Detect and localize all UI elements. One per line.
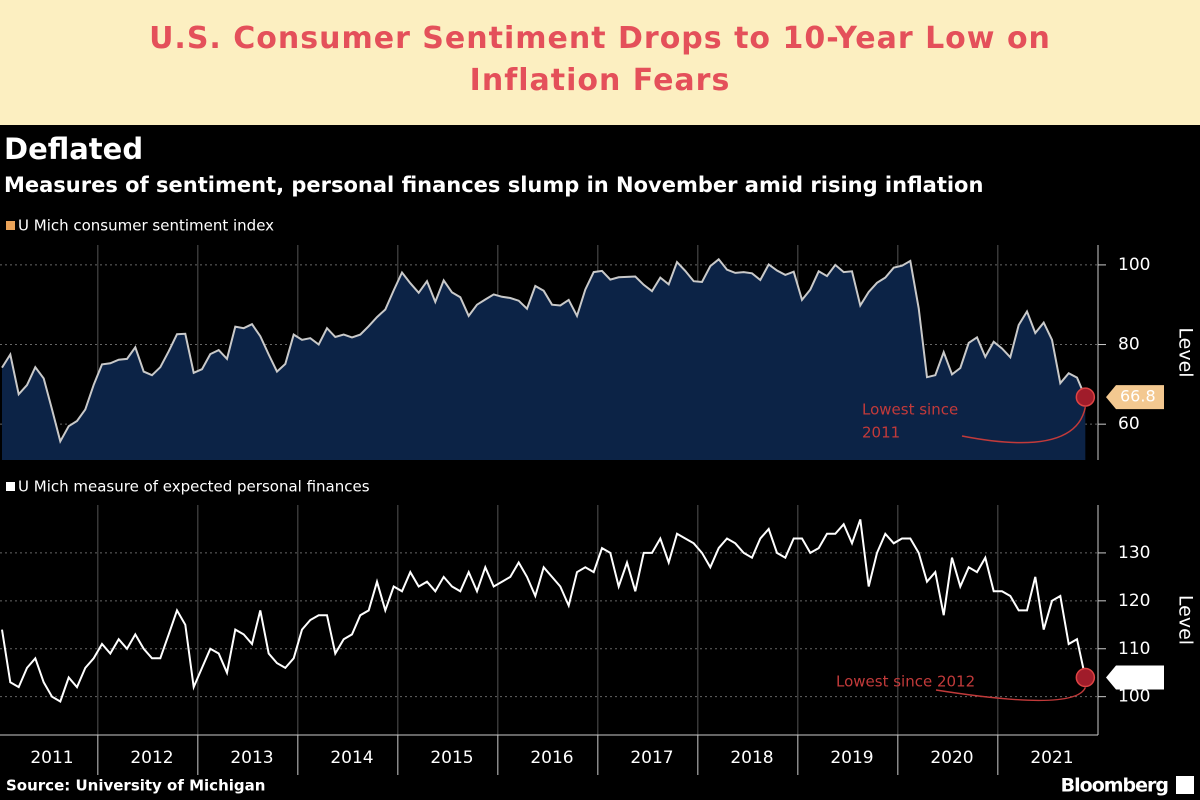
y-tick-label: 100 (1118, 255, 1150, 275)
y-tick-label: 80 (1118, 335, 1140, 355)
highlight-point (1075, 387, 1096, 407)
y-axis-label: Level (1175, 327, 1197, 377)
line (1, 519, 1087, 703)
annotation: Lowest since (862, 401, 958, 419)
x-tick-label: 2017 (630, 748, 673, 768)
annotation-arrow (961, 406, 1087, 444)
x-tick-label: 2015 (430, 748, 473, 768)
x-tick-label: 2014 (330, 748, 373, 768)
legend-label: U Mich consumer sentiment index (18, 217, 274, 235)
callout-box (1106, 665, 1164, 690)
callout-label: 66.8 (1120, 387, 1156, 406)
y-tick-label: 60 (1118, 414, 1140, 434)
x-tick-label: 2012 (130, 748, 173, 768)
y-axis-label: Level (1175, 595, 1197, 645)
annotation: Lowest since 2012 (836, 673, 975, 691)
area (2, 259, 1086, 460)
callout-box (1106, 385, 1164, 410)
chart-title: Deflated (4, 132, 143, 166)
highlight-point (1075, 667, 1096, 688)
x-tick-label: 2013 (230, 748, 273, 768)
y-tick-label: 120 (1118, 591, 1150, 611)
annotation-arrow (935, 687, 1087, 702)
x-tick-label: 2021 (1030, 748, 1073, 768)
line (1, 257, 1087, 444)
legend-swatch (6, 482, 15, 491)
x-tick-label: 2016 (530, 748, 573, 768)
x-tick-label: 2011 (30, 748, 73, 768)
chart: Deflated Measures of sentiment, personal… (0, 132, 1197, 797)
legend-swatch (6, 221, 15, 230)
x-tick-label: 2018 (730, 748, 773, 768)
banner-title: U.S. Consumer Sentiment Drops to 10-Year… (149, 21, 1051, 56)
x-tick-label: 2019 (830, 748, 873, 768)
annotation: 2011 (862, 424, 900, 442)
brand: Bloomberg (1061, 775, 1168, 797)
callout-label: 104 (1120, 667, 1151, 686)
y-tick-label: 110 (1118, 639, 1150, 659)
legend-label: U Mich measure of expected personal fina… (18, 478, 370, 496)
chart-subtitle: Measures of sentiment, personal finances… (4, 173, 983, 197)
banner-title: Inflation Fears (469, 63, 731, 98)
brand-icon (1176, 776, 1194, 794)
source: Source: University of Michigan (6, 777, 265, 795)
y-tick-label: 100 (1118, 687, 1150, 707)
banner: U.S. Consumer Sentiment Drops to 10-Year… (0, 0, 1200, 125)
y-tick-label: 130 (1118, 543, 1150, 563)
x-tick-label: 2020 (930, 748, 973, 768)
